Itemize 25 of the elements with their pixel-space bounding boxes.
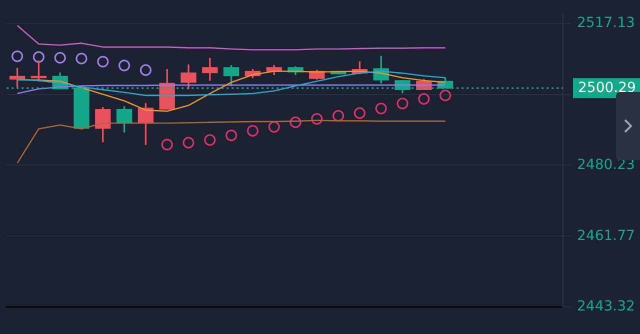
point — [32, 51, 44, 63]
point — [118, 60, 130, 72]
point — [97, 56, 109, 68]
point — [204, 134, 216, 146]
point — [140, 64, 152, 76]
point — [182, 136, 194, 148]
point — [396, 98, 408, 110]
point — [311, 113, 323, 125]
point — [76, 52, 88, 64]
point — [332, 110, 344, 122]
point — [418, 93, 430, 105]
ref-line-label: 2500.29 — [578, 80, 636, 96]
point — [354, 107, 366, 119]
point — [268, 121, 280, 133]
point — [440, 90, 452, 102]
point — [246, 124, 258, 137]
y-tick-label: 2517.13 — [577, 15, 635, 32]
point — [290, 116, 302, 128]
point — [54, 52, 66, 64]
y-tick-label: 2461.77 — [577, 228, 635, 244]
point — [375, 102, 387, 114]
point — [12, 50, 24, 62]
y-tick-label: 2443.32 — [577, 298, 635, 315]
point — [226, 130, 238, 142]
point — [161, 138, 173, 150]
